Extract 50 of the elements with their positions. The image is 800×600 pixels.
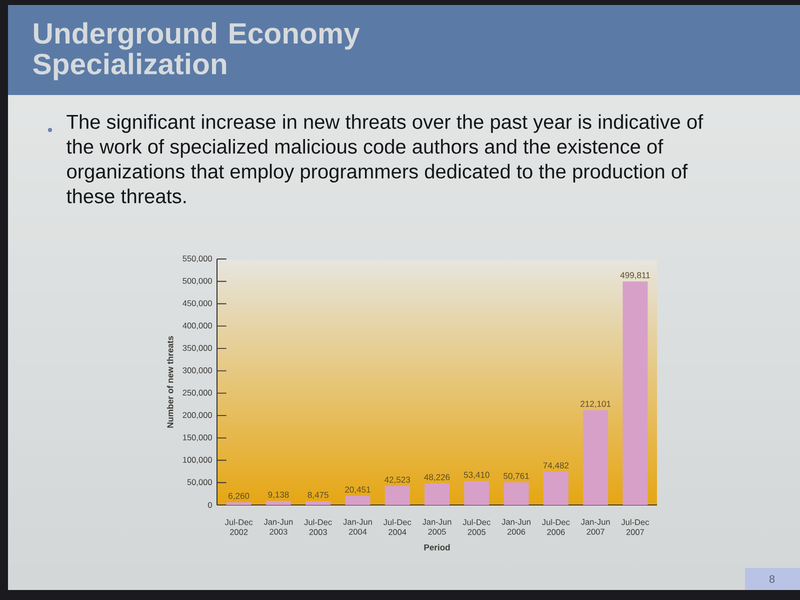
x-tick-label: Jul-Dec 2002 [224, 519, 253, 535]
chart-subtitle: The significant increase in new threats over the past year is indicative of the work of specialized malicious code authors and the existence of organizations that employ programmers dedicated to the production of these threats. [66, 114, 704, 204]
data-label: 20,451 [345, 486, 370, 494]
y-tick-label: 500,000 [182, 278, 212, 285]
y-tick-label: 250,000 [182, 390, 212, 397]
y-tick-label: 350,000 [182, 345, 212, 352]
data-label: 42,523 [384, 476, 410, 484]
bar [622, 281, 648, 505]
bar [226, 502, 252, 505]
x-tick-label: Jan-Jun 2005 [422, 519, 452, 535]
x-tick-label: Jul-Dec 2004 [383, 519, 412, 535]
data-label: 6,260 [228, 492, 250, 500]
chart-title: Underground Economy Specialization [33, 22, 360, 80]
y-tick-label: 0 [208, 502, 212, 508]
data-label: 499,811 [620, 272, 650, 280]
data-label: 212,101 [580, 400, 611, 408]
bar [504, 482, 529, 505]
data-label: 53,410 [464, 472, 490, 479]
y-tick-label: 100,000 [183, 456, 212, 464]
data-label: 8,475 [308, 492, 328, 499]
y-tick-label: 450,000 [182, 300, 212, 308]
x-tick-label: Jan-Jun 2004 [343, 519, 372, 535]
y-tick-label: 200,000 [182, 412, 212, 419]
x-tick-label: Jul-Dec 2005 [462, 519, 490, 535]
data-label: 48,226 [424, 474, 450, 482]
y-tick-label: 300,000 [182, 367, 212, 374]
y-tick-label: 400,000 [182, 322, 212, 330]
bar [384, 486, 410, 505]
y-tick-label: 50,000 [187, 479, 212, 486]
x-tick-label: Jan-Jun 2007 [580, 519, 610, 535]
bar [543, 472, 568, 505]
x-tick-label: Jan-Jun 2003 [264, 519, 293, 535]
y-axis-title: Number of new threats [166, 336, 174, 428]
x-tick-label: Jul-Dec 2003 [304, 519, 332, 535]
bar [306, 501, 331, 505]
bar [583, 410, 608, 505]
data-label: 9,138 [268, 492, 289, 499]
y-tick-label: 150,000 [183, 434, 212, 442]
y-tick-label: 550,000 [182, 256, 212, 262]
data-label: 74,482 [543, 462, 569, 470]
bar [424, 483, 450, 505]
bar [345, 496, 370, 505]
x-tick-label: Jul-Dec 2007 [621, 519, 649, 535]
x-tick-label: Jul-Dec 2006 [542, 519, 570, 535]
text: 8 [770, 575, 774, 583]
data-label: 50,761 [504, 472, 529, 480]
x-axis-title: Period [424, 544, 450, 550]
bar [266, 500, 291, 505]
x-tick-label: Jan-Jun 2006 [502, 519, 530, 535]
bar [464, 481, 490, 505]
